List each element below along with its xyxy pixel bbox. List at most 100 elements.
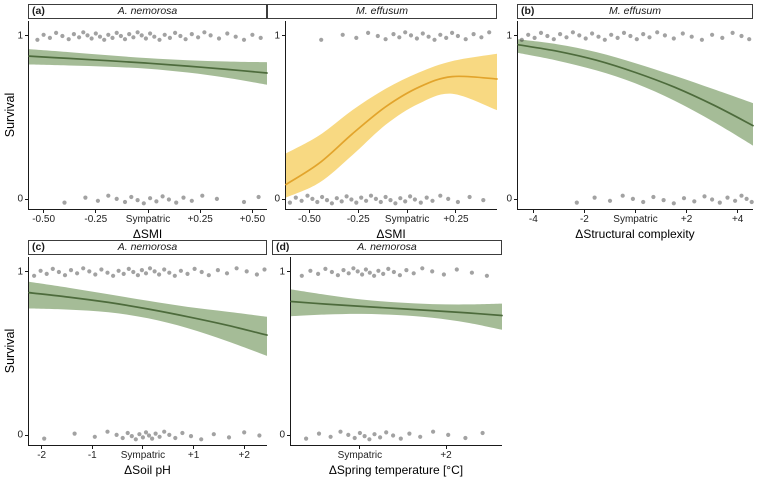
x-axis-label: ΔSoil pH — [124, 463, 171, 477]
x-tick-label: +1 — [187, 450, 200, 461]
panel-b-effusum-structure: (b) M. effusum -4 -2 Sympatric +2 +4 1 0 ΔStru… — [506, 4, 754, 241]
x-tick-mark — [359, 445, 361, 449]
scatter-points — [519, 30, 754, 206]
y-tick-label: 0 — [279, 429, 285, 441]
y-tick-label: 0 — [274, 193, 280, 205]
chart-canvas — [28, 30, 268, 206]
facet-strip: (b) M. effusum — [517, 4, 753, 19]
x-tick-label: +0.50 — [239, 214, 266, 225]
x-tick-label: Sympatric — [125, 214, 171, 225]
fit-line — [285, 75, 498, 186]
panel-title: M. effusum — [609, 5, 661, 17]
x-tick-label: Sympatric — [120, 450, 166, 461]
scatter-points — [32, 266, 267, 442]
panel-c-nemorosa-soilph: (c) A. nemorosa -2 -1 Sympatric +1 +2 1 0 ΔSoi… — [17, 240, 268, 477]
y-tick-mark — [25, 271, 29, 273]
x-tick-label: -2 — [37, 450, 47, 461]
plot-area: -0.50 -0.25 Sympatric +0.25 +0.50 1 0 — [17, 21, 268, 225]
y-tick-mark — [287, 271, 291, 273]
y-tick-label: 1 — [279, 266, 285, 278]
panel-title: A. nemorosa — [117, 241, 178, 253]
y-tick-mark — [514, 198, 518, 200]
chart-canvas — [517, 30, 754, 206]
y-axis-label-bottom-row: Survival — [3, 328, 17, 374]
panel-letter: (a) — [32, 5, 45, 17]
panel-title: A. nemorosa — [357, 241, 417, 253]
x-tick-label: +2 — [440, 450, 452, 461]
x-tick-mark — [43, 209, 45, 213]
fit-line — [290, 300, 503, 317]
x-axis-label: ΔSMI — [132, 227, 163, 241]
scatter-points — [287, 30, 492, 206]
y-tick-mark — [282, 198, 286, 200]
y-tick-label: 1 — [17, 30, 23, 42]
y-axis-label-top-row: Survival — [3, 92, 17, 138]
x-tick-label: Sympatric — [384, 214, 430, 225]
x-tick-mark — [532, 209, 534, 213]
x-tick-mark — [243, 445, 245, 449]
facet-strip: (a) A. nemorosa — [28, 4, 267, 19]
plot-area: Sympatric +2 1 0 — [279, 257, 503, 461]
scatter-points — [299, 266, 489, 442]
x-tick-label: Sympatric — [337, 450, 383, 461]
x-tick-mark — [635, 209, 636, 213]
confidence-band — [518, 39, 753, 146]
facet-strip: M. effusum — [267, 4, 497, 19]
panel-title: M. effusum — [356, 5, 408, 17]
panel-title: A. nemorosa — [117, 5, 178, 17]
facet-strip: (c) A. nemorosa — [28, 240, 267, 255]
x-tick-label: -4 — [528, 214, 538, 225]
y-tick-mark — [25, 35, 29, 37]
x-axis-label: ΔSMI — [376, 227, 406, 241]
x-axis-label: ΔStructural complexity — [575, 227, 695, 241]
scatter-points — [35, 30, 263, 206]
x-tick-label: -0.50 — [32, 214, 56, 225]
y-tick-label: 0 — [506, 193, 512, 205]
x-tick-label: +2 — [680, 214, 693, 225]
x-tick-mark — [41, 445, 43, 449]
y-tick-label: 0 — [17, 193, 23, 205]
x-tick-mark — [199, 209, 201, 213]
y-tick-mark — [25, 434, 29, 436]
panel-letter: (d) — [276, 241, 290, 253]
panel-a-effusum-smi: M. effusum -0.50 -0.25 Sympatric +0.25 1 0 ΔS… — [267, 4, 498, 241]
y-tick-label: 1 — [506, 30, 512, 42]
x-tick-label: +0.25 — [187, 214, 213, 225]
confidence-band — [29, 281, 267, 356]
x-tick-label: -0.25 — [84, 214, 108, 225]
confidence-band — [286, 53, 497, 198]
confidence-band — [29, 49, 267, 85]
x-tick-label: +0.25 — [443, 214, 469, 225]
plot-area: -0.50 -0.25 Sympatric +0.25 1 0 — [274, 21, 498, 225]
x-tick-label: -2 — [579, 214, 589, 225]
panel-a-nemorosa-smi: (a) A. nemorosa -0.50 -0.25 Sympatric +0.25… — [17, 4, 268, 241]
x-tick-label: -1 — [87, 450, 97, 461]
x-tick-mark — [91, 445, 93, 449]
chart-canvas — [28, 266, 268, 442]
plot-area: -4 -2 Sympatric +2 +4 1 0 — [506, 21, 754, 225]
x-axis-label: ΔSpring temperature [°C] — [328, 463, 464, 477]
x-tick-mark — [147, 209, 149, 213]
x-tick-mark — [357, 209, 359, 213]
x-tick-label: +2 — [238, 450, 250, 461]
y-tick-mark — [514, 35, 518, 37]
x-tick-mark — [455, 209, 457, 213]
x-tick-label: -0.25 — [346, 214, 370, 225]
confidence-band — [291, 289, 502, 330]
x-tick-label: -0.50 — [298, 214, 321, 225]
x-tick-mark — [737, 209, 739, 213]
x-tick-mark — [251, 209, 253, 213]
x-tick-label: Sympatric — [613, 214, 658, 225]
x-tick-mark — [95, 209, 97, 213]
x-tick-mark — [142, 445, 144, 449]
panel-letter: (c) — [32, 241, 45, 253]
fit-line — [28, 291, 268, 336]
x-tick-mark — [445, 445, 447, 449]
fit-line — [517, 43, 754, 127]
y-tick-mark — [25, 198, 29, 200]
x-tick-label: +4 — [731, 214, 744, 225]
chart-canvas — [285, 30, 498, 206]
panel-d-nemorosa-springtemp: (d) A. nemorosa Sympatric +2 1 0 ΔSpring te… — [272, 240, 503, 477]
y-tick-label: 0 — [17, 429, 23, 441]
